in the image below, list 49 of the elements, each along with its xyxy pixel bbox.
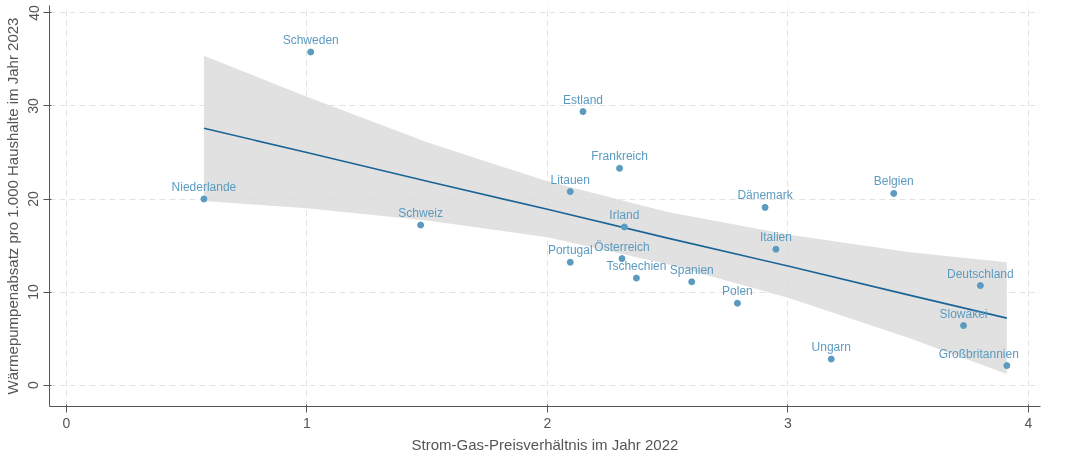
point [688,278,696,286]
y-tick-label: 40 [25,4,42,21]
annotation: Schweiz [398,206,443,221]
y-tick-label: 0 [25,380,42,389]
y-tick-label: 30 [25,97,42,114]
annotation: Slowakei [939,306,988,321]
y-axis-title: Wärmepumpenabsatz pro 1.000 Haushalte im Jahr 2023 [3,17,21,395]
point [417,221,425,229]
point [566,258,574,266]
point [733,299,741,307]
point [1003,362,1011,370]
x-axis-title: Strom-Gas-Preisverhältnis im Jahr 2022 [411,435,679,453]
annotation: Belgien [873,174,914,189]
x-tick-label: 3 [784,414,793,431]
annotation: Spanien [669,262,714,277]
annotation: Polen [722,284,753,299]
point [566,188,574,196]
y-tick-label: 10 [25,284,42,300]
x-tick-label: 0 [62,414,71,431]
point [890,189,898,197]
annotation: Italien [759,230,792,245]
annotation: Frankreich [591,149,648,164]
point [976,282,984,290]
annotation: Tschechien [606,259,667,274]
x-tick-label: 1 [302,414,311,431]
annotation: Litauen [550,172,590,187]
point [772,245,780,253]
annotation: Österreich [594,239,650,254]
point [307,48,315,56]
point [620,223,628,231]
annotation: Dänemark [737,188,794,203]
annotation: Großbritannien [938,346,1019,361]
point [827,355,835,363]
point [632,274,640,282]
annotation: Estland [562,92,604,107]
x-tick-label: 2 [543,414,552,431]
point [200,195,208,203]
annotation: Portugal [547,243,593,258]
point [616,164,624,172]
annotation: Deutschland [947,266,1014,281]
annotation: Irland [609,207,640,222]
annotation: Niederlande [171,180,237,195]
point [960,322,968,330]
point [579,108,587,116]
annotation: Schweden [282,33,339,48]
annotation: Ungarn [811,340,851,355]
x-tick-label: 4 [1024,414,1033,431]
point [761,203,769,211]
y-tick-label: 20 [25,191,42,207]
